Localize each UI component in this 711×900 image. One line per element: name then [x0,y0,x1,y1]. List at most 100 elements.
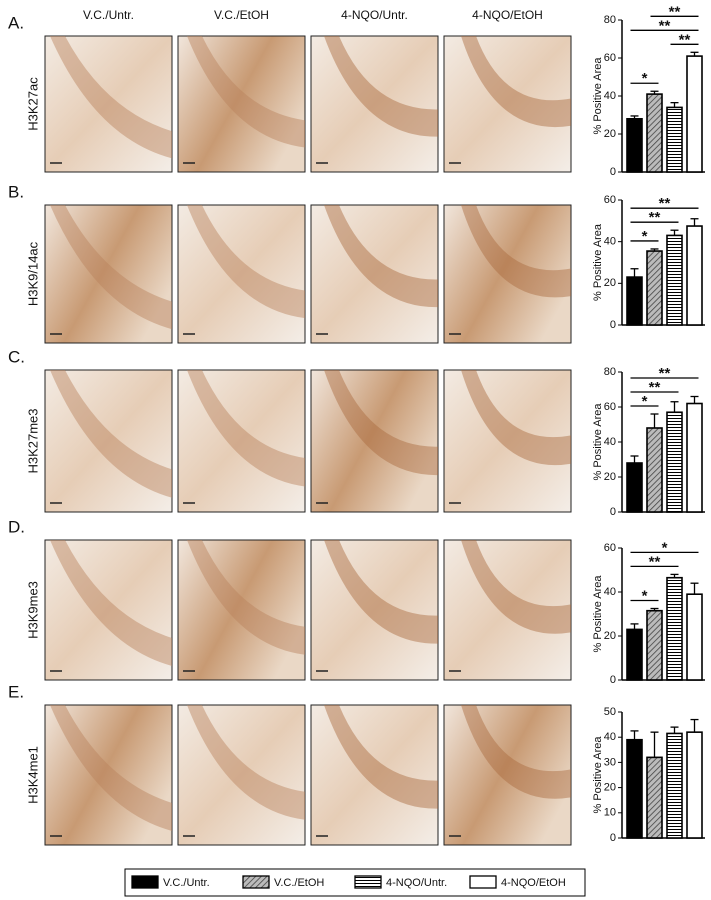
y-tick-label: 20 [604,782,616,794]
y-tick-label: 60 [604,401,616,413]
y-tick-label: 40 [604,436,616,448]
panel-letter: B. [8,182,24,201]
panel-letter: C. [8,347,25,366]
bar [626,738,643,839]
significance-label: * [642,228,648,245]
micrograph [177,35,306,173]
significance-label: ** [659,195,671,212]
significance-label: ** [649,379,661,396]
panel-letter: A. [8,13,24,32]
y-tick-label: 40 [604,731,616,743]
column-header: V.C./Untr. [83,8,134,22]
row-label: H3K4me1 [25,746,40,804]
micrograph [310,704,439,846]
bar [666,576,683,681]
micrograph [44,539,173,681]
y-axis-label: % Positive Area [592,575,604,653]
micrograph [443,369,572,513]
bar [686,731,703,839]
tissue-band [461,540,571,634]
tissue-band [187,705,305,820]
micrograph [177,204,306,344]
bar [646,427,663,513]
micrograph [443,35,572,173]
panel-letter: E. [8,682,24,701]
bar [686,55,703,173]
tissue-band [324,370,438,476]
significance-label: * [642,70,648,87]
tissue-band [461,205,571,298]
legend-label: V.C./EtOH [274,877,324,889]
y-tick-label: 50 [604,706,616,718]
y-tick-label: 0 [610,319,616,331]
micrograph [310,369,439,513]
significance-label: ** [669,3,681,20]
legend-label: 4-NQO/Untr. [386,877,447,889]
significance-label: ** [679,31,691,48]
column-header: 4-NQO/Untr. [341,8,408,22]
y-tick-label: 0 [610,506,616,518]
column-header: 4-NQO/EtOH [472,8,543,22]
significance-label: ** [649,209,661,226]
bar [686,593,703,681]
legend-swatch [131,875,159,889]
legend-swatch [242,875,270,889]
y-tick-label: 60 [604,542,616,554]
tissue-band [187,370,305,487]
row-label: H3K9me3 [25,581,40,639]
bar [646,93,663,173]
micrograph [177,369,306,513]
micrograph [310,35,439,173]
bar [646,756,663,839]
y-tick-label: 60 [604,52,616,64]
y-tick-label: 80 [604,366,616,378]
tissue-band [324,705,438,809]
bar [626,276,643,326]
significance-label: * [642,393,648,410]
bar [646,609,663,681]
legend-swatch [469,875,497,889]
micrograph [310,204,439,344]
y-tick-label: 20 [604,471,616,483]
y-tick-label: 40 [604,586,616,598]
bar [666,732,683,839]
tissue-band [50,205,172,330]
micrograph [44,204,173,344]
y-axis-label: % Positive Area [592,223,604,301]
legend-label: V.C./Untr. [163,877,210,889]
y-tick-label: 30 [604,756,616,768]
significance-label: ** [659,365,671,382]
micrograph [443,204,572,344]
micrograph [177,704,306,846]
micrograph [443,539,572,681]
row-label: H3K27ac [25,77,40,131]
bar [666,411,683,513]
row-label: H3K9/14ac [25,241,40,306]
y-tick-label: 20 [604,630,616,642]
micrograph [44,35,173,173]
bar [626,462,643,513]
y-tick-label: 80 [604,14,616,26]
y-tick-label: 40 [604,90,616,102]
y-tick-label: 40 [604,236,616,248]
y-axis-label: % Positive Area [592,403,604,481]
legend-label: 4-NQO/EtOH [501,877,566,889]
tissue-band [461,370,571,466]
y-tick-label: 20 [604,277,616,289]
y-tick-label: 20 [604,128,616,140]
tissue-band [50,370,172,498]
micrograph [443,704,572,846]
bar [666,234,683,326]
bar [686,402,703,513]
significance-label: ** [659,17,671,34]
bar [626,118,643,173]
row-label: H3K27me3 [25,408,40,473]
y-tick-label: 0 [610,674,616,686]
tissue-band [50,705,172,831]
micrograph [177,539,306,681]
tissue-band [187,540,305,655]
tissue-band [50,540,172,666]
legend-swatch [354,875,382,889]
